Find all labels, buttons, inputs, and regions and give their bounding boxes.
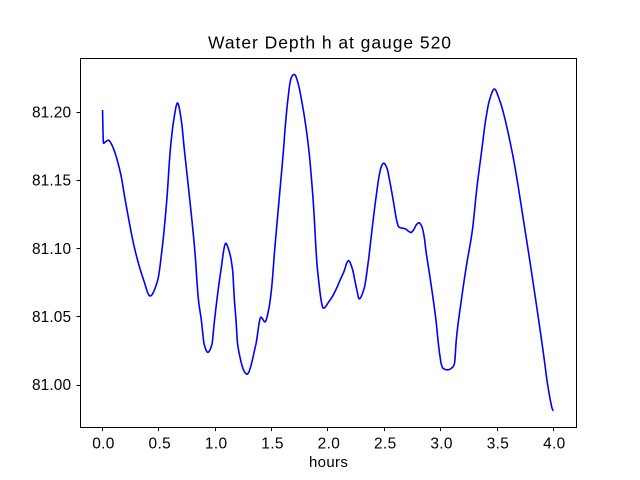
svg-text:3.0: 3.0	[430, 436, 453, 453]
svg-text:3.5: 3.5	[487, 436, 510, 453]
svg-text:0.0: 0.0	[92, 436, 115, 453]
svg-text:Water Depth h at gauge 520: Water Depth h at gauge 520	[208, 33, 452, 53]
svg-text:81.10: 81.10	[32, 241, 71, 258]
svg-text:1.5: 1.5	[261, 436, 284, 453]
svg-text:1.0: 1.0	[205, 436, 228, 453]
svg-text:81.05: 81.05	[32, 309, 71, 326]
svg-text:81.20: 81.20	[32, 104, 71, 121]
svg-text:81.00: 81.00	[32, 377, 71, 394]
svg-text:0.5: 0.5	[149, 436, 172, 453]
svg-text:81.15: 81.15	[32, 173, 71, 190]
svg-text:hours: hours	[309, 454, 348, 471]
svg-text:4.0: 4.0	[543, 436, 566, 453]
svg-text:2.5: 2.5	[374, 436, 397, 453]
svg-text:2.0: 2.0	[318, 436, 341, 453]
